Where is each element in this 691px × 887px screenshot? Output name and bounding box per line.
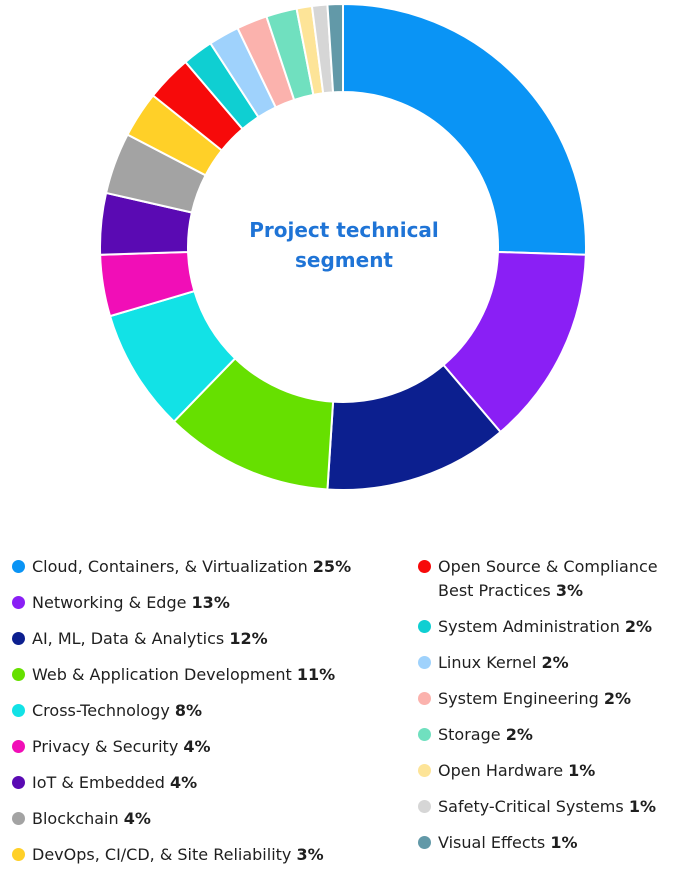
legend-label: Visual Effects <box>438 833 551 852</box>
legend-label: Cross-Technology <box>32 701 175 720</box>
legend-item: DevOps, CI/CD, & Site Reliability 3% <box>12 843 412 867</box>
legend-swatch <box>12 596 25 609</box>
legend-swatch <box>418 764 431 777</box>
legend-percentage: 4% <box>183 737 211 756</box>
legend-percentage: 12% <box>229 629 268 648</box>
legend-percentage: 8% <box>174 701 203 720</box>
legend-swatch <box>418 728 431 741</box>
legend-percentage: 4% <box>123 809 151 828</box>
legend-percentage: 11% <box>296 665 336 684</box>
legend-label: Networking & Edge <box>32 593 192 612</box>
legend-item: Safety-Critical Systems 1% <box>418 795 690 819</box>
legend-swatch <box>418 836 431 849</box>
legend-label: Linux Kernel <box>438 653 542 672</box>
legend-item: Cross-Technology 8% <box>12 699 412 723</box>
legend-label: Privacy & Security <box>32 737 184 756</box>
legend-item: Blockchain 4% <box>12 807 412 831</box>
legend-swatch <box>418 620 431 633</box>
legend-swatch <box>12 560 25 573</box>
legend-item: Cloud, Containers, & Virtualization 25% <box>12 555 412 579</box>
legend-label: Open Source & Compliance Best Practices <box>438 557 658 600</box>
legend-percentage: 4% <box>170 773 198 792</box>
legend-swatch <box>12 812 25 825</box>
legend-label: DevOps, CI/CD, & Site Reliability <box>32 845 297 864</box>
legend-percentage: 25% <box>312 557 352 576</box>
legend-item: AI, ML, Data & Analytics 12% <box>12 627 412 651</box>
legend-swatch <box>418 656 431 669</box>
legend-percentage: 2% <box>603 689 632 708</box>
legend-swatch <box>12 776 25 789</box>
legend-percentage: 2% <box>624 617 653 636</box>
legend-percentage: 13% <box>191 593 230 612</box>
legend-right-column: Open Source & Compliance Best Practices … <box>418 555 690 867</box>
legend-swatch <box>12 668 25 681</box>
legend-swatch <box>12 632 25 645</box>
legend-label: System Engineering <box>438 689 604 708</box>
donut-slice-17 <box>326 2 344 94</box>
legend-item: Visual Effects 1% <box>418 831 690 855</box>
legend-label: Safety-Critical Systems <box>438 797 629 816</box>
legend-item: Storage 2% <box>418 723 690 747</box>
legend-percentage: 2% <box>505 725 533 744</box>
legend-swatch <box>12 740 25 753</box>
legend-item: Privacy & Security 4% <box>12 735 412 759</box>
legend-label: Storage <box>438 725 506 744</box>
legend-item: System Engineering 2% <box>418 687 690 711</box>
legend-label: IoT & Embedded <box>32 773 171 792</box>
legend-label: Open Hardware <box>438 761 569 780</box>
legend-percentage: 1% <box>568 761 596 780</box>
legend-item: Open Hardware 1% <box>418 759 690 783</box>
legend-label: Cloud, Containers, & Virtualization <box>32 557 313 576</box>
legend-percentage: 2% <box>541 653 569 672</box>
legend-label: AI, ML, Data & Analytics <box>32 629 230 648</box>
legend-swatch <box>418 560 431 573</box>
legend-label: Blockchain <box>32 809 124 828</box>
legend-swatch <box>12 848 25 861</box>
legend-swatch <box>12 704 25 717</box>
legend-swatch <box>418 692 431 705</box>
chart-title: Project technical segment <box>249 218 439 272</box>
legend-label: System Administration <box>438 617 625 636</box>
legend-swatch <box>418 800 431 813</box>
legend-item: Networking & Edge 13% <box>12 591 412 615</box>
legend-percentage: 3% <box>555 581 584 600</box>
legend-item: Linux Kernel 2% <box>418 651 690 675</box>
legend-percentage: 3% <box>296 845 324 864</box>
legend-label: Web & Application Development <box>32 665 297 684</box>
legend-percentage: 1% <box>628 797 656 816</box>
legend-item: Open Source & Compliance Best Practices … <box>418 555 690 603</box>
legend-left-column: Cloud, Containers, & Virtualization 25% N… <box>12 555 412 879</box>
legend-percentage: 1% <box>550 833 578 852</box>
donut-slice-1 <box>342 2 587 256</box>
legend-item: IoT & Embedded 4% <box>12 771 412 795</box>
legend-item: System Administration 2% <box>418 615 690 639</box>
donut-chart <box>99 2 587 491</box>
legend-item: Web & Application Development 11% <box>12 663 412 687</box>
